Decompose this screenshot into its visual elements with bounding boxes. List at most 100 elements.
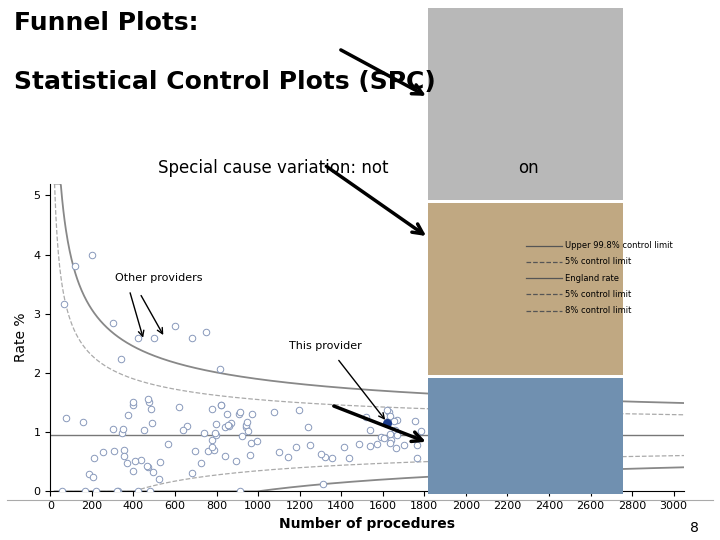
Point (251, 437, 263, 445)
Point (391, 416, 402, 424)
Text: Statistical Control Plots (SPC): Statistical Control Plots (SPC) (14, 70, 436, 94)
Point (174, 402, 185, 411)
Point (112, 487, 124, 496)
Point (304, 440, 315, 449)
Point (240, 420, 252, 429)
Point (236, 431, 248, 440)
Point (77, 417, 89, 426)
Point (223, 421, 235, 430)
Text: Upper 99.8% control limit: Upper 99.8% control limit (565, 241, 673, 250)
Point (242, 427, 253, 435)
Point (107, 319, 119, 327)
Point (222, 421, 234, 429)
Point (97, 448, 109, 456)
Point (127, 397, 139, 406)
Point (117, 428, 128, 437)
Point (56, 487, 68, 496)
Y-axis label: Rate %: Rate % (14, 313, 28, 362)
Point (302, 423, 314, 431)
Point (115, 355, 127, 363)
Text: This provider: This provider (289, 341, 362, 352)
Point (384, 430, 396, 438)
Text: Other providers: Other providers (114, 273, 202, 284)
Point (383, 408, 395, 416)
Point (451, 436, 462, 445)
Point (129, 456, 140, 465)
Point (70, 262, 81, 271)
Point (215, 364, 226, 373)
Text: Funnel Plots:: Funnel Plots: (14, 11, 199, 35)
Point (242, 418, 253, 427)
Point (315, 449, 327, 458)
Point (244, 450, 256, 459)
Point (144, 487, 156, 496)
Point (220, 451, 231, 460)
Point (207, 435, 218, 444)
Point (450, 461, 462, 470)
Point (122, 458, 133, 467)
Text: 8: 8 (690, 521, 698, 535)
Point (399, 441, 410, 449)
Point (143, 397, 154, 406)
Point (208, 446, 220, 455)
Point (234, 487, 246, 496)
Point (60, 414, 72, 423)
Point (153, 474, 165, 483)
Point (127, 400, 139, 409)
Point (112, 487, 123, 496)
Point (246, 410, 258, 418)
Point (143, 394, 154, 403)
Point (122, 410, 134, 419)
Point (119, 446, 130, 454)
Point (375, 433, 387, 441)
Point (86, 251, 98, 259)
Point (234, 410, 246, 418)
Point (411, 454, 423, 463)
Point (79, 487, 91, 496)
Point (379, 433, 390, 442)
Point (143, 463, 154, 471)
Point (169, 321, 181, 330)
Text: England rate: England rate (565, 274, 619, 282)
Point (390, 444, 402, 453)
Point (142, 462, 153, 471)
Point (90, 487, 102, 496)
Point (135, 456, 147, 464)
Point (338, 443, 350, 452)
Point (215, 400, 227, 409)
Point (388, 416, 400, 425)
Point (382, 417, 393, 426)
Point (146, 418, 158, 427)
Point (385, 436, 397, 444)
Point (462, 426, 473, 434)
Point (200, 327, 212, 336)
Point (294, 406, 305, 415)
Point (245, 438, 256, 447)
Point (132, 333, 143, 342)
Point (154, 457, 166, 466)
Point (384, 412, 396, 421)
Point (215, 401, 227, 409)
Point (411, 441, 423, 450)
Point (148, 468, 159, 476)
Point (148, 333, 160, 342)
Point (364, 441, 375, 450)
Point (235, 408, 246, 416)
Point (409, 416, 420, 425)
Point (225, 418, 237, 427)
Point (88, 472, 99, 481)
Point (381, 419, 392, 428)
Point (283, 453, 294, 462)
Point (176, 426, 188, 435)
Point (326, 454, 338, 462)
Point (268, 408, 279, 417)
Point (391, 430, 402, 439)
Point (127, 466, 138, 475)
Text: on: on (518, 159, 539, 177)
Point (240, 423, 252, 431)
Point (202, 447, 214, 455)
Text: Special cause variation: not: Special cause variation: not (158, 159, 389, 177)
Point (195, 458, 207, 467)
Point (199, 428, 210, 437)
Point (132, 487, 143, 496)
